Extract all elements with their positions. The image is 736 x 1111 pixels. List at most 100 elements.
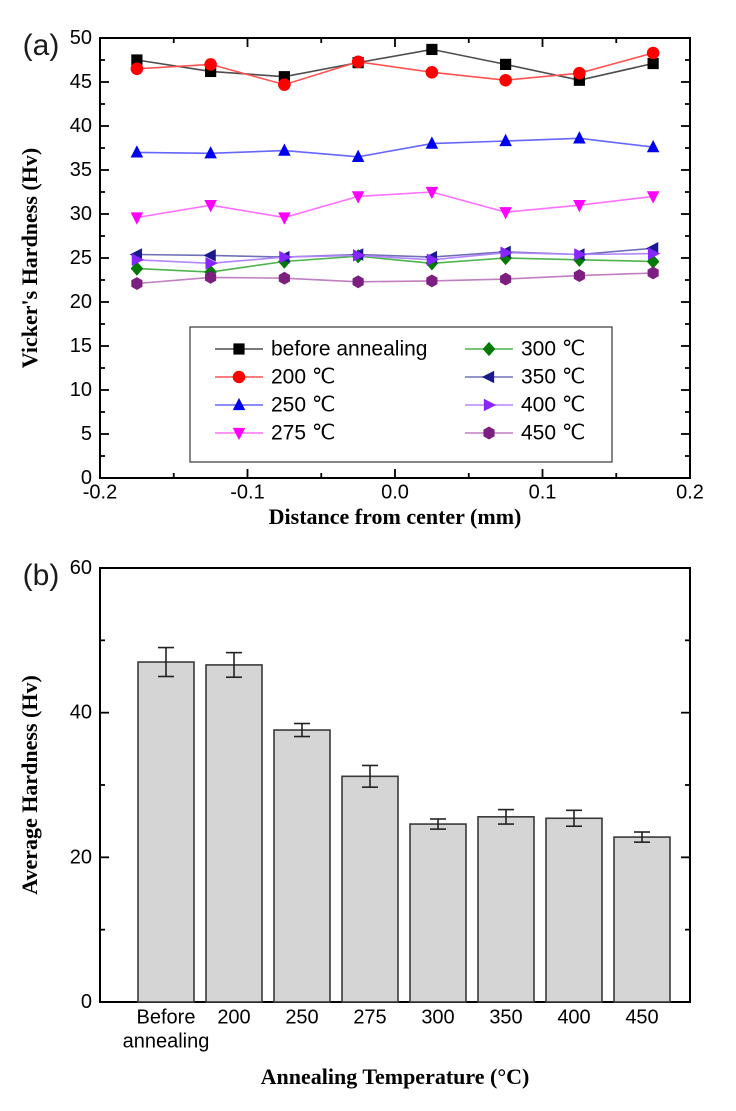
data-point — [425, 66, 439, 79]
data-point — [278, 78, 291, 91]
legend-marker — [483, 426, 495, 440]
data-point — [499, 207, 512, 220]
data-point — [204, 200, 217, 213]
data-point — [646, 139, 660, 153]
data-point — [351, 191, 365, 204]
series-line — [136, 137, 654, 158]
y-tick-label: 40 — [70, 702, 92, 724]
legend-item: 350 ℃ — [465, 366, 585, 389]
x-tick-label: -0.1 — [230, 482, 264, 504]
legend: before annealing 200 ℃ 250 ℃ 275 ℃ 300 ℃ 350 … — [189, 326, 613, 463]
y-tick-label: 20 — [70, 291, 92, 313]
data-point — [130, 62, 144, 76]
error-bar — [430, 818, 446, 830]
data-point — [131, 253, 145, 267]
data-point — [130, 212, 144, 225]
x-category-label: 250 — [285, 1007, 318, 1029]
x-category-label: 450 — [625, 1007, 658, 1029]
series-200- — [130, 46, 660, 91]
data-point — [499, 133, 512, 147]
data-point — [499, 73, 512, 87]
error-bar — [362, 764, 378, 788]
y-tick-label: 25 — [70, 247, 92, 269]
data-point — [500, 246, 513, 259]
x-category-label: 300 — [421, 1007, 454, 1029]
x-category-label: annealing — [123, 1031, 210, 1053]
panel-b-label: (b) — [22, 559, 60, 592]
legend-marker — [233, 343, 245, 355]
legend-item: 400 ℃ — [465, 394, 585, 417]
series-line — [136, 272, 654, 285]
data-point — [203, 249, 216, 262]
bar — [137, 661, 195, 1003]
error-bar — [566, 809, 582, 828]
data-point — [426, 43, 438, 56]
y-tick-label: 30 — [70, 203, 92, 225]
legend-marker — [232, 370, 246, 384]
error-bar — [294, 722, 310, 738]
bar — [613, 836, 671, 1003]
legend-item: 450 ℃ — [465, 422, 585, 445]
data-point — [278, 143, 291, 156]
series-line — [136, 48, 654, 82]
error-bar — [226, 651, 242, 679]
data-point — [278, 271, 290, 285]
x-tick-label: 0.2 — [676, 482, 704, 504]
data-point — [205, 65, 217, 78]
bar — [545, 817, 603, 1003]
series-450- — [131, 266, 659, 290]
data-point — [205, 257, 218, 270]
data-point — [352, 249, 366, 262]
legend-label: 250 ℃ — [271, 394, 335, 417]
legend-item: before annealing — [215, 338, 427, 361]
data-point — [425, 136, 439, 149]
legend-item: 275 ℃ — [215, 422, 335, 445]
series-line — [136, 255, 654, 273]
series-250- — [130, 131, 660, 162]
y-tick-label: 15 — [70, 335, 92, 357]
data-point — [646, 254, 660, 269]
x-category-label: 200 — [217, 1007, 250, 1029]
y-tick-label: 35 — [70, 159, 92, 181]
data-point — [500, 58, 512, 70]
series-line — [136, 52, 654, 86]
data-point — [647, 247, 661, 260]
data-point — [204, 146, 217, 159]
series-400- — [131, 246, 661, 270]
x-category-label: Before — [137, 1007, 196, 1029]
data-point — [131, 54, 143, 66]
data-point — [278, 212, 291, 225]
data-point — [205, 270, 217, 284]
bar — [341, 775, 399, 1003]
data-point — [573, 269, 585, 283]
series-275- — [130, 186, 660, 225]
x-tick-label: 0.0 — [381, 482, 409, 504]
x-category-label: 275 — [353, 1007, 386, 1029]
panel-b-x-axis-title: Annealing Temperature (°C) — [260, 1064, 530, 1089]
panel-a-label: (a) — [22, 29, 60, 62]
data-point — [278, 71, 290, 83]
legend-item: 200 ℃ — [215, 366, 335, 389]
y-tick-label: 10 — [70, 379, 92, 401]
x-tick-label: -0.2 — [83, 482, 117, 504]
legend-item: 250 ℃ — [215, 394, 335, 417]
data-point — [130, 261, 144, 276]
legend-label: 200 ℃ — [271, 366, 335, 389]
error-bar — [158, 646, 174, 678]
y-tick-label: 5 — [81, 423, 92, 445]
data-point — [351, 55, 365, 69]
bar — [205, 664, 263, 1003]
error-bar — [634, 831, 650, 843]
legend-marker — [481, 370, 495, 384]
bar — [477, 816, 535, 1003]
y-tick-label: 50 — [70, 27, 92, 49]
legend-label: before annealing — [271, 338, 427, 361]
data-point — [279, 250, 292, 264]
data-point — [573, 131, 586, 144]
data-point — [573, 66, 586, 80]
data-point — [425, 186, 439, 200]
data-point — [426, 274, 438, 288]
data-point — [647, 266, 659, 280]
